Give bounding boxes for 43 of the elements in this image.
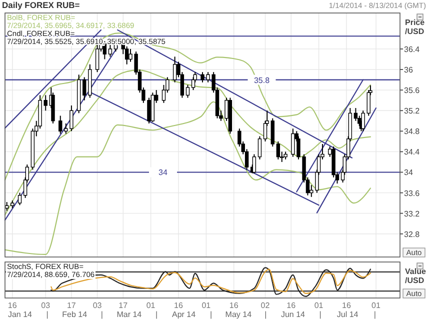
text: Jun 14 xyxy=(280,310,306,319)
x-tick-label: 01 xyxy=(146,301,156,310)
text: Jul 14 xyxy=(336,310,359,319)
y-tick-label: 34.8 xyxy=(404,127,420,136)
x-tick-label: 03 xyxy=(92,301,102,310)
y-tick-label: 35.6 xyxy=(404,86,420,96)
text: Feb 14 xyxy=(62,310,88,319)
text: | xyxy=(264,310,267,319)
text: | xyxy=(46,310,48,319)
ref-line-label: 34 xyxy=(158,168,168,178)
x-tick-label: 01 xyxy=(314,301,324,310)
x-tick-label: 16 xyxy=(174,301,184,310)
text: | xyxy=(155,310,158,319)
x-tick-label: 16 xyxy=(286,301,296,310)
x-tick-label: 16 xyxy=(8,301,18,310)
y-tick-label: 34 xyxy=(404,168,414,178)
x-tick-label: 02 xyxy=(260,301,270,310)
y-tick-label: 33.6 xyxy=(404,188,420,198)
y-tick-label: 33.2 xyxy=(404,209,420,218)
x-tick-label: 16 xyxy=(229,301,239,310)
ref-line-label: 35.8 xyxy=(254,76,270,85)
y-tick-label: 34.4 xyxy=(404,148,420,157)
text: | xyxy=(100,310,103,319)
chart-title: Daily FOREX RUB= xyxy=(2,0,80,10)
y-tick-label: 35.2 xyxy=(404,106,420,116)
y-axis-title: Price /USD xyxy=(405,18,426,36)
text: May 14 xyxy=(225,310,252,319)
x-tick-label: 01 xyxy=(202,301,212,310)
text: Jan 14 xyxy=(8,310,33,319)
text: Mar 14 xyxy=(116,310,142,319)
text: | xyxy=(374,310,376,319)
x-tick-label: 03 xyxy=(41,301,51,310)
text: Apr 14 xyxy=(172,310,196,319)
text: | xyxy=(319,310,322,319)
text: | xyxy=(210,310,212,319)
x-tick-label: 17 xyxy=(66,301,76,310)
x-tick-label: 01 xyxy=(372,301,381,310)
x-tick-label: 17 xyxy=(118,301,128,310)
y-tick-label: 36.4 xyxy=(404,44,420,54)
x-tick-label: 16 xyxy=(342,301,352,310)
y-axis-title: Value /USD xyxy=(405,267,426,285)
y-tick-label: 36 xyxy=(404,66,414,75)
y-tick-label: 32.8 xyxy=(404,230,420,239)
